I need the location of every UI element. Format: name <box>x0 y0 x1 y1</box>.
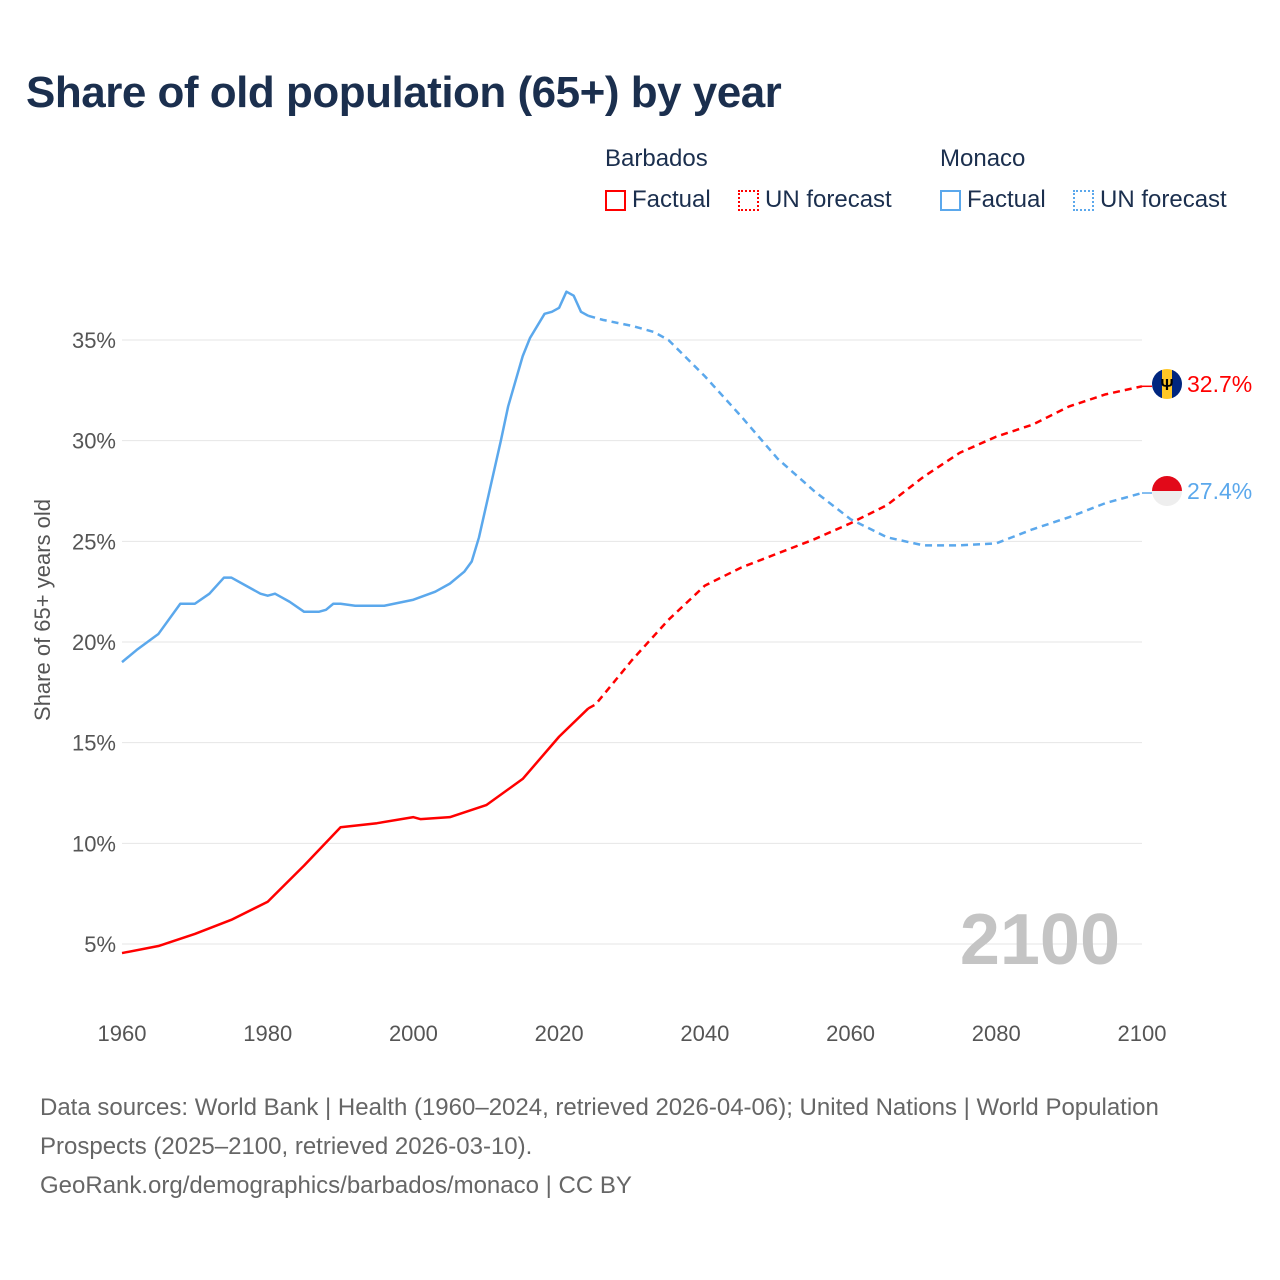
barbados-factual-line <box>121 707 590 955</box>
gridlines <box>122 339 1142 945</box>
x-tick-label: 2100 <box>1118 1021 1167 1046</box>
year-watermark: 2100 <box>960 900 1120 980</box>
y-tick-label: 5% <box>84 932 116 957</box>
legend-label: Factual <box>632 186 711 213</box>
chart-title: Share of old population (65+) by year <box>26 68 782 117</box>
source-note: Data sources: World Bank | Health (1960–… <box>40 1088 1200 1205</box>
y-tick-label: 30% <box>72 429 116 454</box>
dotted-swatch-icon <box>1073 189 1094 211</box>
dotted-swatch-icon <box>738 189 759 211</box>
barbados-end-label: 32.7% <box>1187 371 1252 397</box>
x-tick-label: 2080 <box>972 1021 1021 1046</box>
y-tick-label: 20% <box>72 630 116 655</box>
legend-group-monaco: Monaco <box>940 145 1026 172</box>
source-link[interactable]: GeoRank.org/demographics/barbados/monaco… <box>40 1172 632 1199</box>
y-tick-label: 15% <box>72 731 116 756</box>
legend-group-barbados: Barbados <box>605 145 708 172</box>
legend-barbados-factual[interactable]: Factual <box>605 186 711 214</box>
solid-swatch-icon <box>940 189 961 211</box>
barbados-flag-icon: Ψ <box>1152 369 1182 399</box>
barbados-forecast-line <box>587 385 1143 710</box>
x-axis-ticks: 1960 1980 2000 2020 2040 2060 2080 2100 <box>98 1021 1167 1046</box>
x-tick-label: 2060 <box>826 1021 875 1046</box>
solid-swatch-icon <box>605 189 626 211</box>
legend-label: UN forecast <box>1100 186 1227 213</box>
y-axis-label: Share of 65+ years old <box>30 499 55 721</box>
monaco-factual-line <box>121 290 589 664</box>
x-tick-label: 2040 <box>680 1021 729 1046</box>
svg-text:Ψ: Ψ <box>1161 377 1174 394</box>
x-tick-label: 2000 <box>389 1021 438 1046</box>
legend-monaco-forecast[interactable]: UN forecast <box>1073 186 1227 214</box>
series-lines <box>121 290 1152 955</box>
y-tick-label: 10% <box>72 831 116 856</box>
legend-monaco-factual[interactable]: Factual <box>940 186 1046 214</box>
x-tick-label: 2020 <box>535 1021 584 1046</box>
x-tick-label: 1980 <box>243 1021 292 1046</box>
legend-label: Factual <box>967 186 1046 213</box>
legend-label: UN forecast <box>765 186 892 213</box>
x-tick-label: 1960 <box>98 1021 147 1046</box>
y-tick-label: 35% <box>72 328 116 353</box>
source-text: Data sources: World Bank | Health (1960–… <box>40 1094 1159 1160</box>
monaco-flag-icon <box>1152 476 1182 506</box>
legend-barbados-forecast[interactable]: UN forecast <box>738 186 892 214</box>
y-tick-label: 25% <box>72 529 116 554</box>
monaco-forecast-line <box>587 314 1143 547</box>
line-chart: 5% 10% 15% 20% 25% 30% 35% 1960 1980 2000 2020 204… <box>30 290 1252 1046</box>
y-axis-ticks: 5% 10% 15% 20% 25% 30% 35% <box>72 328 116 957</box>
monaco-end-label: 27.4% <box>1187 478 1252 504</box>
